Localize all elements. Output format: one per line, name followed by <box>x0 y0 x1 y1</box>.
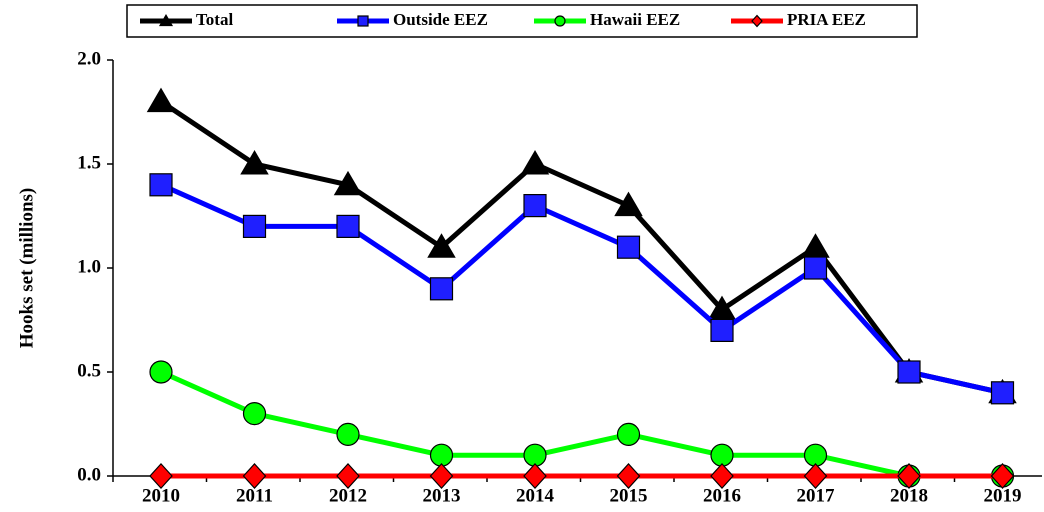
y-tick-label: 2.0 <box>77 48 101 69</box>
x-tick-label: 2017 <box>797 485 836 506</box>
data-point <box>616 422 641 446</box>
legend-label: Outside EEZ <box>393 10 488 29</box>
x-tick-label: 2014 <box>516 485 555 506</box>
data-point <box>149 360 173 384</box>
data-point <box>242 463 267 489</box>
data-point <box>336 214 360 238</box>
series-line <box>159 99 1004 396</box>
series-line <box>159 182 1004 396</box>
x-tick-label: 2011 <box>236 485 273 506</box>
data-point <box>801 233 830 258</box>
data-point <box>333 170 363 196</box>
legend-box <box>126 4 918 38</box>
data-point <box>897 463 921 489</box>
data-point <box>616 235 641 259</box>
y-tick-label: 1.5 <box>77 152 101 173</box>
data-point <box>803 463 828 489</box>
data-point <box>616 463 641 489</box>
y-tick-label: 0.0 <box>77 464 101 485</box>
data-point <box>710 463 734 489</box>
x-tick-label: 2010 <box>142 485 180 506</box>
x-tick-label: 2012 <box>329 485 367 506</box>
x-tick-label: 2016 <box>703 485 741 506</box>
data-point <box>429 277 454 301</box>
data-point <box>149 173 173 197</box>
data-point <box>523 443 547 467</box>
data-point <box>523 463 547 489</box>
legend-marker <box>158 14 174 27</box>
data-point <box>336 463 360 489</box>
data-point <box>429 443 454 467</box>
data-point <box>614 191 643 217</box>
legend-marker <box>357 15 369 27</box>
x-tick-label: 2015 <box>610 485 648 506</box>
data-point <box>240 150 269 175</box>
data-point <box>990 381 1015 405</box>
data-point <box>427 233 456 258</box>
data-point <box>523 194 547 218</box>
x-tick-label: 2019 <box>984 485 1022 506</box>
legend-label: PRIA EEZ <box>787 10 866 29</box>
legend-marker <box>751 14 763 28</box>
data-point <box>990 463 1015 489</box>
data-point <box>803 256 828 280</box>
data-point <box>803 443 828 467</box>
data-point <box>429 463 454 489</box>
legend-label: Hawaii EEZ <box>590 10 680 29</box>
series-line <box>159 369 1003 479</box>
data-point <box>710 318 734 342</box>
legend-label: Total <box>196 10 233 29</box>
data-point <box>897 360 921 384</box>
data-point <box>336 422 360 446</box>
x-tick-label: 2013 <box>423 485 461 506</box>
legend-marker <box>554 15 566 27</box>
data-point <box>710 443 734 467</box>
data-point <box>520 150 550 175</box>
y-tick-label: 1.0 <box>77 256 101 277</box>
y-axis-label: Hooks set (millions) <box>16 188 37 348</box>
data-point <box>149 463 173 489</box>
y-tick-label: 0.5 <box>77 360 101 381</box>
data-point <box>242 402 267 426</box>
data-point <box>242 214 267 238</box>
data-point <box>146 87 176 113</box>
x-tick-label: 2018 <box>890 485 928 506</box>
